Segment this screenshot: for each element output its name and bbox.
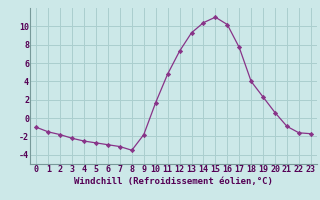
X-axis label: Windchill (Refroidissement éolien,°C): Windchill (Refroidissement éolien,°C)	[74, 177, 273, 186]
